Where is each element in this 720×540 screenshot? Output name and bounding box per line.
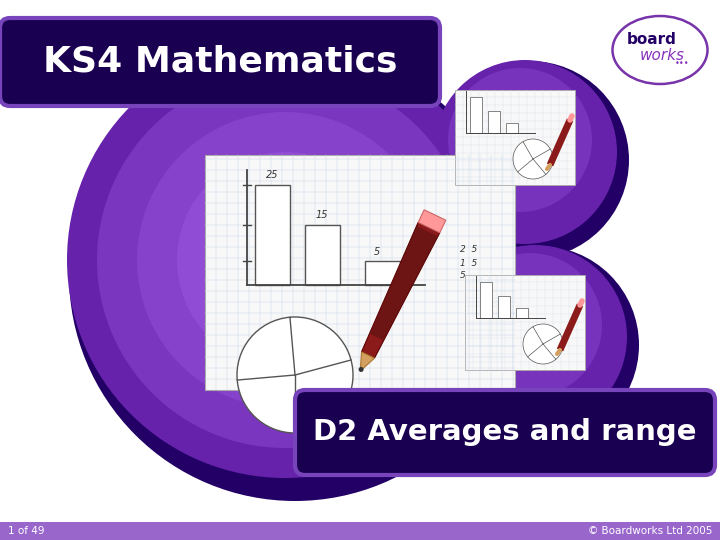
Bar bbox=[480, 282, 492, 318]
Text: 2  5: 2 5 bbox=[460, 246, 477, 254]
FancyBboxPatch shape bbox=[295, 390, 715, 475]
Circle shape bbox=[137, 112, 433, 408]
Text: KS4 Mathematics: KS4 Mathematics bbox=[42, 45, 397, 79]
Bar bbox=[365, 261, 400, 285]
Bar bbox=[470, 97, 482, 133]
FancyBboxPatch shape bbox=[0, 18, 440, 106]
Bar bbox=[465, 275, 585, 370]
Text: 25: 25 bbox=[266, 170, 278, 180]
Bar bbox=[488, 111, 500, 133]
Polygon shape bbox=[418, 210, 446, 233]
Circle shape bbox=[237, 317, 353, 433]
Circle shape bbox=[441, 246, 639, 444]
Bar bbox=[305, 225, 340, 285]
Text: 1  5: 1 5 bbox=[460, 259, 477, 267]
Circle shape bbox=[443, 245, 627, 429]
Circle shape bbox=[359, 367, 364, 372]
Bar bbox=[0, 522, 720, 540]
Bar bbox=[498, 296, 510, 318]
Text: •••: ••• bbox=[675, 58, 689, 68]
Text: 5: 5 bbox=[460, 272, 466, 280]
Circle shape bbox=[523, 324, 563, 364]
Text: 15: 15 bbox=[316, 210, 328, 220]
Polygon shape bbox=[361, 222, 440, 358]
Bar bbox=[255, 185, 290, 285]
Bar bbox=[455, 90, 575, 185]
Circle shape bbox=[458, 253, 602, 397]
Circle shape bbox=[97, 72, 473, 448]
Bar bbox=[506, 123, 518, 133]
Polygon shape bbox=[383, 210, 470, 363]
Text: D2 Averages and range: D2 Averages and range bbox=[313, 418, 697, 447]
Circle shape bbox=[177, 152, 393, 368]
Circle shape bbox=[448, 68, 592, 212]
Circle shape bbox=[69, 49, 521, 501]
Text: 1 of 49: 1 of 49 bbox=[8, 526, 45, 536]
Circle shape bbox=[67, 42, 503, 478]
Circle shape bbox=[513, 139, 553, 179]
Text: 5: 5 bbox=[374, 247, 380, 257]
Text: © Boardworks Ltd 2005: © Boardworks Ltd 2005 bbox=[588, 526, 712, 536]
Text: board: board bbox=[627, 32, 677, 48]
Ellipse shape bbox=[613, 16, 708, 84]
Polygon shape bbox=[360, 352, 374, 371]
Polygon shape bbox=[370, 226, 438, 340]
Bar bbox=[205, 155, 515, 390]
Circle shape bbox=[433, 60, 617, 244]
Bar bbox=[516, 308, 528, 318]
Text: works: works bbox=[639, 48, 685, 63]
Circle shape bbox=[431, 61, 629, 259]
